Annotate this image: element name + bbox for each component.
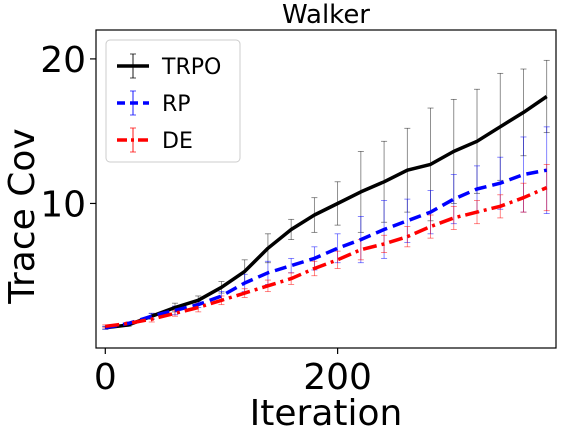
legend-box [105,39,241,163]
y-tick-label: 10 [40,184,86,225]
x-tick-label: 200 [303,357,372,398]
legend-marker-de [117,127,149,153]
error-bar-de [404,226,411,248]
series-line-de [105,185,548,329]
legend-marker-trpo [117,53,149,79]
plot-frame [95,29,557,349]
legend-label-de: DE [162,129,193,154]
error-bar-de [334,250,341,269]
error-bar-de [357,239,364,261]
error-bar-de [450,205,457,230]
y-axis-label: Trace Cov [2,128,43,304]
y-tick-label: 20 [40,40,86,81]
x-tick-label: 0 [94,357,117,398]
plot-content [102,59,550,330]
error-bar-de [427,214,434,239]
legend-label-trpo: TRPO [161,55,221,80]
series-line-trpo [105,95,548,330]
legend-markers [117,53,149,153]
chart-title: Walker [282,0,370,30]
legend: TRPO RP DE [105,39,241,163]
x-axis-label: Iteration [250,393,403,431]
axes: 0 200 10 20 [40,40,372,398]
legend-label-rp: RP [162,92,191,117]
error-bar-de [543,164,550,212]
legend-marker-rp [117,90,149,116]
series-line-rp [104,168,548,330]
